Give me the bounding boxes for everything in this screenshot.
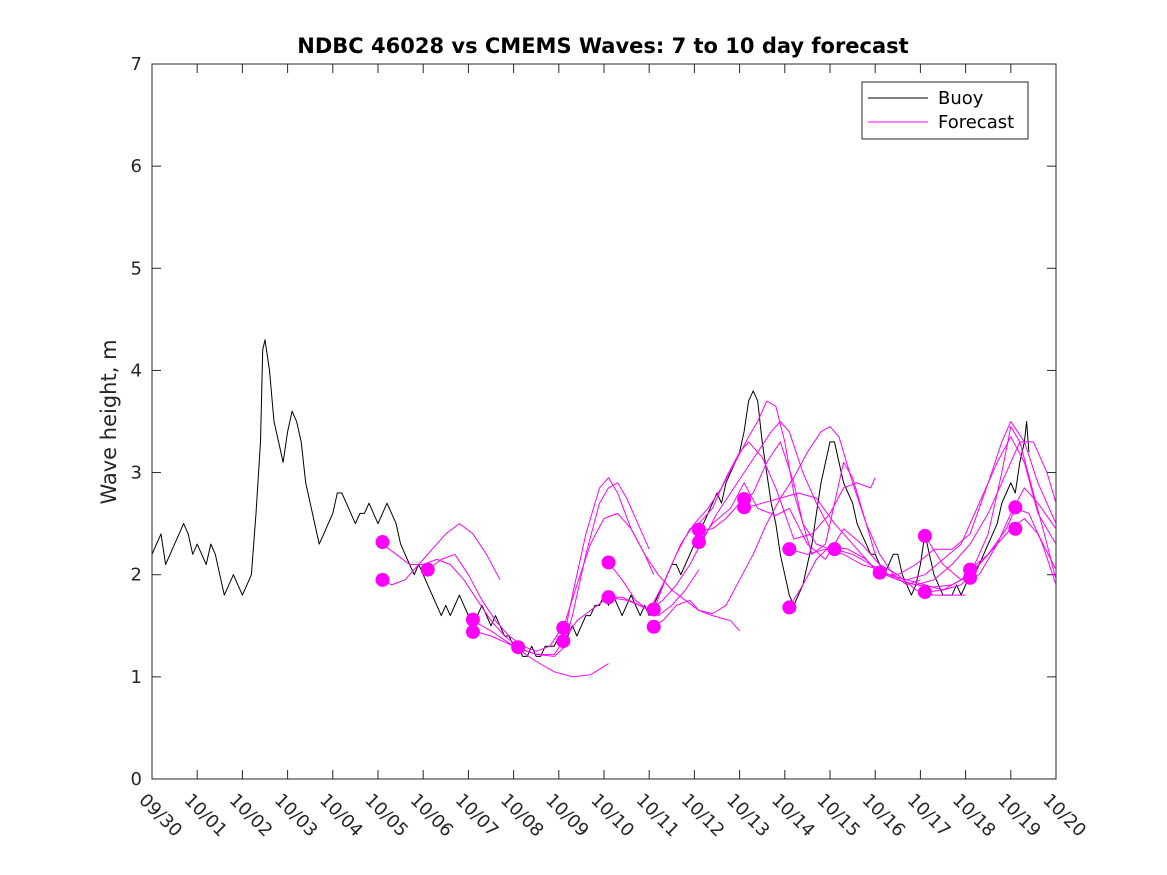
chart-title: NDBC 46028 vs CMEMS Waves: 7 to 10 day f…	[297, 34, 908, 58]
forecast-series-line-1	[382, 523, 501, 586]
forecast-start-marker	[646, 619, 661, 634]
forecast-start-marker	[1008, 521, 1023, 536]
forecast-start-marker	[691, 535, 706, 550]
forecast-series-line-18	[834, 436, 1056, 581]
forecast-start-marker	[782, 600, 797, 615]
forecast-start-marker	[465, 624, 480, 639]
forecast-start-marker	[782, 542, 797, 557]
forecast-start-marker	[963, 570, 978, 585]
forecast-series-line-7	[562, 512, 740, 632]
forecast-start-marker	[827, 542, 842, 557]
legend-buoy-label: Buoy	[938, 88, 984, 109]
y-tick-label: 4	[131, 360, 142, 381]
legend-box	[861, 81, 1029, 140]
y-tick-label: 6	[131, 156, 142, 177]
forecast-series-line-12	[653, 426, 921, 627]
y-tick-label: 5	[131, 258, 142, 279]
y-tick-label: 1	[131, 667, 142, 688]
forecast-start-marker	[420, 562, 435, 577]
legend-forecast-label: Forecast	[938, 112, 1014, 133]
y-tick-label: 2	[131, 565, 142, 586]
forecast-series-line-2	[382, 543, 519, 647]
forecast-start-marker	[375, 535, 390, 550]
forecast-series-line-19	[879, 426, 1056, 588]
forecast-start-marker	[917, 528, 932, 543]
y-tick-label: 7	[131, 54, 142, 75]
y-tick-label: 0	[131, 769, 142, 790]
forecast-start-marker	[511, 640, 526, 655]
forecast-start-marker	[375, 572, 390, 587]
forecast-start-marker	[465, 612, 480, 627]
forecast-start-marker	[556, 620, 571, 635]
forecast-series-line-13	[698, 441, 876, 555]
forecast-series-line-10	[608, 441, 876, 611]
forecast-start-marker	[737, 500, 752, 515]
forecast-series-line-11	[653, 400, 831, 611]
forecast-start-marker	[601, 555, 616, 570]
plot-area: 0123456709/3010/0110/0210/0310/0410/0510…	[131, 54, 1090, 841]
forecast-start-marker	[872, 565, 887, 580]
forecast-start-marker	[691, 522, 706, 537]
forecast-series-line-4	[472, 630, 609, 678]
forecast-start-marker	[556, 634, 571, 649]
forecast-series-line-21	[924, 518, 1056, 593]
forecast-start-marker	[601, 590, 616, 605]
forecast-series-line-3	[427, 553, 564, 652]
y-tick-label: 3	[131, 463, 142, 484]
forecast-start-marker	[917, 585, 932, 600]
legend: Buoy Forecast	[861, 81, 1029, 140]
forecast-start-marker	[646, 602, 661, 617]
y-axis-label: Wave height, m	[97, 339, 121, 504]
forecast-start-marker	[1008, 500, 1023, 515]
